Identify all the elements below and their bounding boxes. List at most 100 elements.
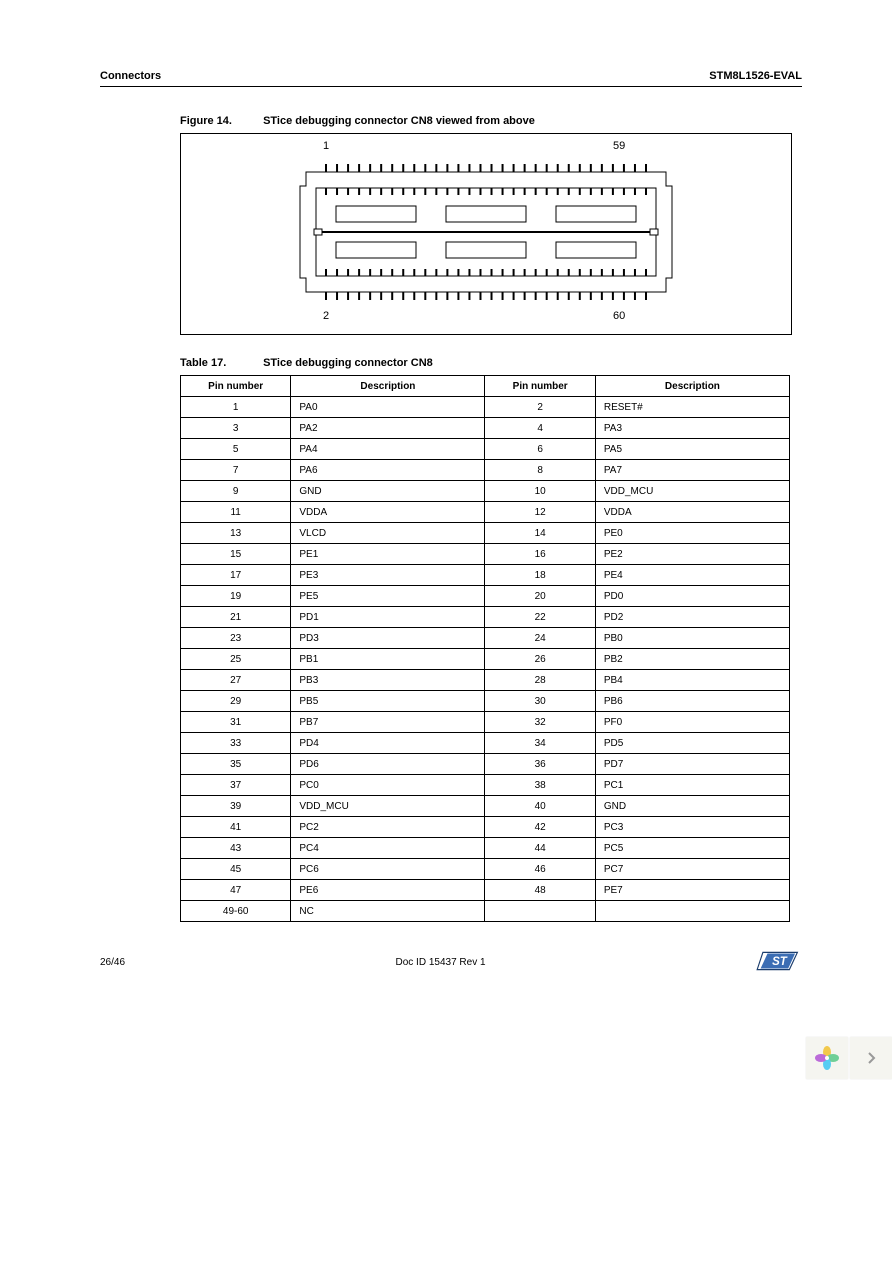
description-cell: PE5 — [291, 586, 485, 607]
table-row: 43PC444PC5 — [181, 838, 790, 859]
table-row: 25PB126PB2 — [181, 649, 790, 670]
pin-number-cell: 15 — [181, 544, 291, 565]
description-cell: PE4 — [595, 565, 789, 586]
description-cell: RESET# — [595, 397, 789, 418]
description-cell: PC3 — [595, 817, 789, 838]
description-cell: PF0 — [595, 712, 789, 733]
description-cell: PC1 — [595, 775, 789, 796]
pin-number-cell: 25 — [181, 649, 291, 670]
description-cell: GND — [291, 481, 485, 502]
pin-number-cell: 41 — [181, 817, 291, 838]
table-row: 35PD636PD7 — [181, 754, 790, 775]
next-page-icon[interactable] — [850, 1037, 892, 1079]
description-cell: PD0 — [595, 586, 789, 607]
pin-label-top-left: 1 — [323, 140, 329, 152]
pin-number-cell: 11 — [181, 502, 291, 523]
pin-number-cell: 35 — [181, 754, 291, 775]
doc-id: Doc ID 15437 Rev 1 — [125, 957, 756, 968]
pin-number-cell: 38 — [485, 775, 595, 796]
header-section-title: Connectors — [100, 70, 161, 82]
description-cell: PE7 — [595, 880, 789, 901]
flower-widget-icon[interactable] — [806, 1037, 848, 1079]
table-row: 7PA68PA7 — [181, 460, 790, 481]
description-cell: GND — [595, 796, 789, 817]
table-row: 31PB732PF0 — [181, 712, 790, 733]
pin-number-cell: 4 — [485, 418, 595, 439]
description-cell: PB2 — [595, 649, 789, 670]
description-cell: PE6 — [291, 880, 485, 901]
pin-number-cell: 37 — [181, 775, 291, 796]
description-cell: PC2 — [291, 817, 485, 838]
header-product-name: STM8L1526-EVAL — [709, 70, 802, 82]
pin-number-cell: 7 — [181, 460, 291, 481]
pin-number-cell: 10 — [485, 481, 595, 502]
pin-number-cell: 16 — [485, 544, 595, 565]
table-row: 13VLCD14PE0 — [181, 523, 790, 544]
pin-number-cell: 5 — [181, 439, 291, 460]
pin-table: Pin number Description Pin number Descri… — [180, 375, 790, 922]
table-row: 33PD434PD5 — [181, 733, 790, 754]
pin-label-top-right: 59 — [613, 140, 625, 152]
pin-number-cell — [485, 901, 595, 922]
pin-number-cell: 43 — [181, 838, 291, 859]
table-row: 19PE520PD0 — [181, 586, 790, 607]
pin-number-cell: 36 — [485, 754, 595, 775]
pin-number-cell: 18 — [485, 565, 595, 586]
svg-text:ST: ST — [772, 956, 788, 968]
figure-number: Figure 14. — [180, 115, 260, 127]
table-header-row: Pin number Description Pin number Descri… — [181, 376, 790, 397]
description-cell: PB0 — [595, 628, 789, 649]
description-cell: VLCD — [291, 523, 485, 544]
table-row: 27PB328PB4 — [181, 670, 790, 691]
description-cell: PA7 — [595, 460, 789, 481]
pin-number-cell: 48 — [485, 880, 595, 901]
description-cell: PA3 — [595, 418, 789, 439]
pin-number-cell: 22 — [485, 607, 595, 628]
table-title: STice debugging connector CN8 — [263, 357, 433, 369]
pin-number-cell: 14 — [485, 523, 595, 544]
connector-diagram — [296, 152, 676, 312]
page-header: Connectors STM8L1526-EVAL — [100, 70, 802, 87]
page-footer: 26/46 Doc ID 15437 Rev 1 ST — [100, 946, 802, 979]
table-row: 29PB530PB6 — [181, 691, 790, 712]
description-cell: PD2 — [595, 607, 789, 628]
figure-frame: 1 59 2 60 — [180, 133, 792, 335]
pin-number-cell: 31 — [181, 712, 291, 733]
table-row: 1PA02RESET# — [181, 397, 790, 418]
description-cell: PB7 — [291, 712, 485, 733]
description-cell: PE1 — [291, 544, 485, 565]
pin-number-cell: 1 — [181, 397, 291, 418]
description-cell: PC6 — [291, 859, 485, 880]
pin-number-cell: 6 — [485, 439, 595, 460]
st-logo-icon: ST — [756, 946, 802, 979]
pin-number-cell: 29 — [181, 691, 291, 712]
pin-number-cell: 17 — [181, 565, 291, 586]
table-row: 39VDD_MCU40GND — [181, 796, 790, 817]
description-cell: PC5 — [595, 838, 789, 859]
pin-number-cell: 46 — [485, 859, 595, 880]
pin-number-cell: 28 — [485, 670, 595, 691]
description-cell: PA2 — [291, 418, 485, 439]
table-row: 49-60NC — [181, 901, 790, 922]
description-cell: PB1 — [291, 649, 485, 670]
description-cell: PB5 — [291, 691, 485, 712]
description-cell: PA6 — [291, 460, 485, 481]
description-cell: PB4 — [595, 670, 789, 691]
description-cell: VDD_MCU — [291, 796, 485, 817]
description-cell: PE2 — [595, 544, 789, 565]
floating-widgets — [806, 1037, 892, 1079]
description-cell: VDDA — [595, 502, 789, 523]
pin-number-cell: 26 — [485, 649, 595, 670]
pin-number-cell: 21 — [181, 607, 291, 628]
pin-number-cell: 20 — [485, 586, 595, 607]
pin-number-cell: 9 — [181, 481, 291, 502]
table-row: 9GND10VDD_MCU — [181, 481, 790, 502]
table-row: 5PA46PA5 — [181, 439, 790, 460]
col-header: Pin number — [181, 376, 291, 397]
description-cell: PE3 — [291, 565, 485, 586]
pin-number-cell: 30 — [485, 691, 595, 712]
pin-number-cell: 47 — [181, 880, 291, 901]
description-cell: PA4 — [291, 439, 485, 460]
pin-number-cell: 45 — [181, 859, 291, 880]
description-cell — [595, 901, 789, 922]
